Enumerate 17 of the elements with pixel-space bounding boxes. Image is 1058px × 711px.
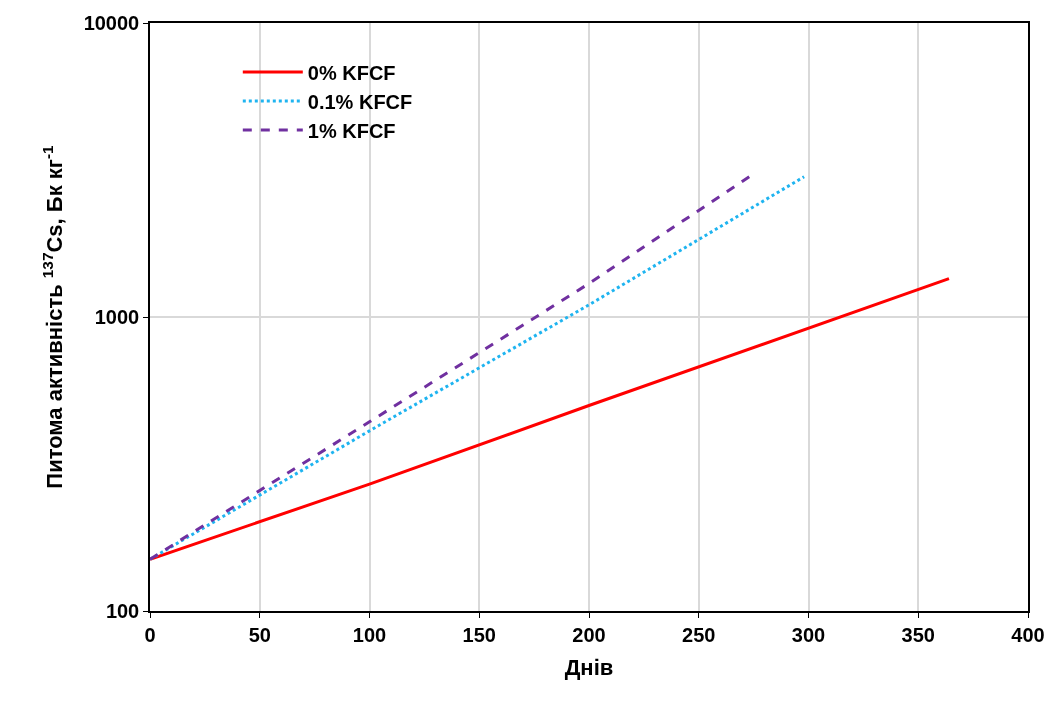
y-tick-label: 100 xyxy=(105,600,140,622)
y-tick-label: 1000 xyxy=(94,306,140,328)
legend-label: 1% KFCF xyxy=(307,119,396,142)
x-tick-label: 50 xyxy=(248,623,271,646)
x-tick-label: 150 xyxy=(462,623,496,646)
x-axis-title: Днів xyxy=(564,655,614,681)
x-tick-label: 350 xyxy=(901,623,935,646)
x-tick-label: 0 xyxy=(144,623,156,646)
x-tick-label: 400 xyxy=(1011,623,1045,646)
x-tick-label: 300 xyxy=(791,623,826,646)
legend-label: 0.1% KFCF xyxy=(307,90,413,113)
x-tick-label: 250 xyxy=(682,623,716,646)
legend-label: 0% KFCF xyxy=(307,61,396,84)
y-tick-label: 10000 xyxy=(83,12,140,34)
x-tick-label: 100 xyxy=(352,623,387,646)
x-tick-label: 200 xyxy=(572,623,606,646)
line-series xyxy=(150,277,951,561)
